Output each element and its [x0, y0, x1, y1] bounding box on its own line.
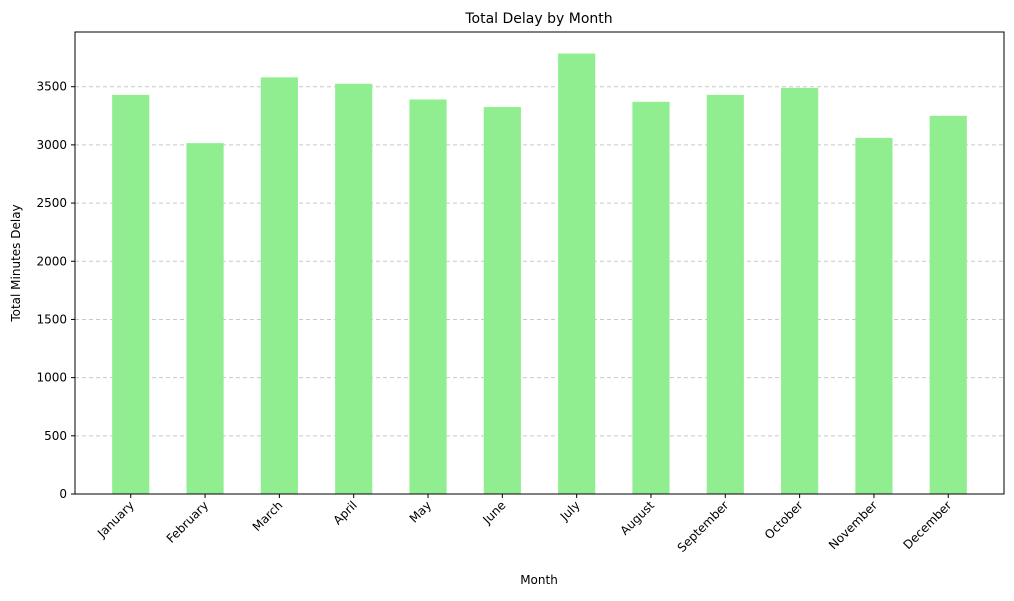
- y-tick-label: 2000: [36, 254, 67, 268]
- bar-may: [409, 99, 447, 495]
- x-tick-label: June: [479, 498, 508, 527]
- y-axis-ticks: 0 500 1000 1500 2000 2500 3000 3500: [36, 80, 75, 501]
- gridlines: [75, 86, 1004, 437]
- x-tick-label: December: [900, 498, 954, 552]
- x-tick-label: May: [407, 498, 434, 525]
- y-tick-label: 0: [59, 487, 67, 501]
- x-axis-ticks: January February March April May June July Augu…: [94, 494, 954, 555]
- bar-november: [855, 137, 893, 495]
- plot-frame: [74, 31, 1005, 495]
- bar-september: [706, 94, 744, 494]
- x-tick-label: April: [331, 498, 360, 527]
- bar-march: [260, 77, 298, 495]
- x-tick-label: September: [675, 498, 732, 555]
- bars: [112, 53, 967, 495]
- x-tick-label: January: [94, 498, 137, 541]
- bar-december: [929, 115, 967, 494]
- bar-august: [632, 101, 670, 495]
- y-tick-label: 1000: [36, 371, 67, 385]
- y-tick-label: 2500: [36, 196, 67, 210]
- bar-february: [186, 143, 224, 494]
- chart-title: Total Delay by Month: [464, 11, 612, 27]
- bar-july: [558, 53, 596, 495]
- x-tick-label: October: [762, 498, 806, 542]
- x-tick-label: August: [618, 498, 658, 538]
- x-tick-label: November: [826, 498, 880, 552]
- x-axis-label: Month: [520, 573, 558, 587]
- x-tick-label: July: [557, 498, 583, 524]
- x-tick-label: March: [250, 498, 286, 534]
- bar-october: [781, 87, 819, 494]
- y-tick-label: 500: [44, 429, 67, 443]
- y-tick-label: 1500: [36, 312, 67, 326]
- bar-january: [112, 94, 150, 494]
- bar-june: [483, 107, 521, 494]
- x-tick-label: February: [164, 498, 212, 546]
- bar-april: [335, 83, 373, 495]
- y-tick-label: 3500: [36, 80, 67, 94]
- y-axis-label: Total Minutes Delay: [9, 204, 23, 322]
- y-tick-label: 3000: [36, 138, 67, 152]
